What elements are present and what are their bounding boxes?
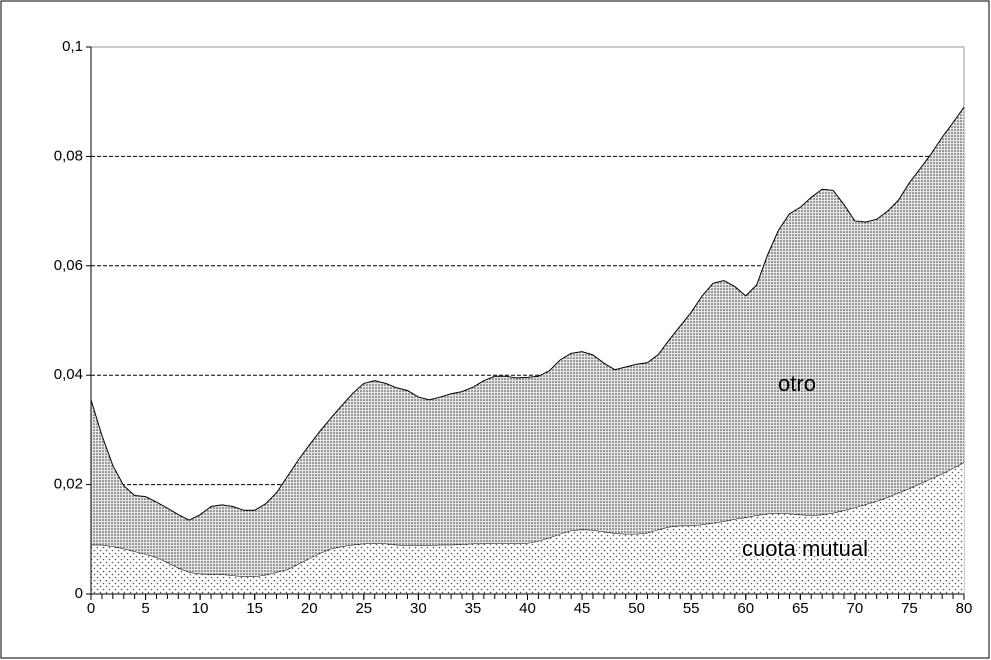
x-tick-label: 50 <box>628 600 645 617</box>
x-tick-label: 20 <box>301 600 318 617</box>
y-tick-label: 0,08 <box>54 147 83 164</box>
series-label: otro <box>778 371 816 396</box>
x-tick-label: 15 <box>246 600 263 617</box>
area <box>91 107 964 577</box>
x-tick-label: 30 <box>410 600 427 617</box>
x-tick-label: 45 <box>574 600 591 617</box>
y-tick-label: 0,02 <box>54 476 83 493</box>
x-tick-label: 40 <box>519 600 536 617</box>
x-tick-label: 60 <box>737 600 754 617</box>
y-tick-label: 0,06 <box>54 257 83 274</box>
y-tick-label: 0,1 <box>62 38 83 55</box>
area <box>91 462 964 594</box>
x-tick-label: 55 <box>683 600 700 617</box>
x-tick-label: 5 <box>141 600 149 617</box>
area-line <box>90 106 965 521</box>
x-tick-label: 0 <box>87 600 95 617</box>
x-tick-label: 80 <box>956 600 973 617</box>
y-tick-label: 0 <box>75 585 83 602</box>
x-tick-label: 35 <box>465 600 482 617</box>
x-tick-label: 10 <box>192 600 209 617</box>
x-tick-label: 25 <box>355 600 372 617</box>
x-tick-label: 75 <box>901 600 918 617</box>
y-tick-label: 0,04 <box>54 366 83 383</box>
x-tick-label: 70 <box>847 600 864 617</box>
x-tick-label: 65 <box>792 600 809 617</box>
series-label: cuota mutual <box>742 536 868 561</box>
